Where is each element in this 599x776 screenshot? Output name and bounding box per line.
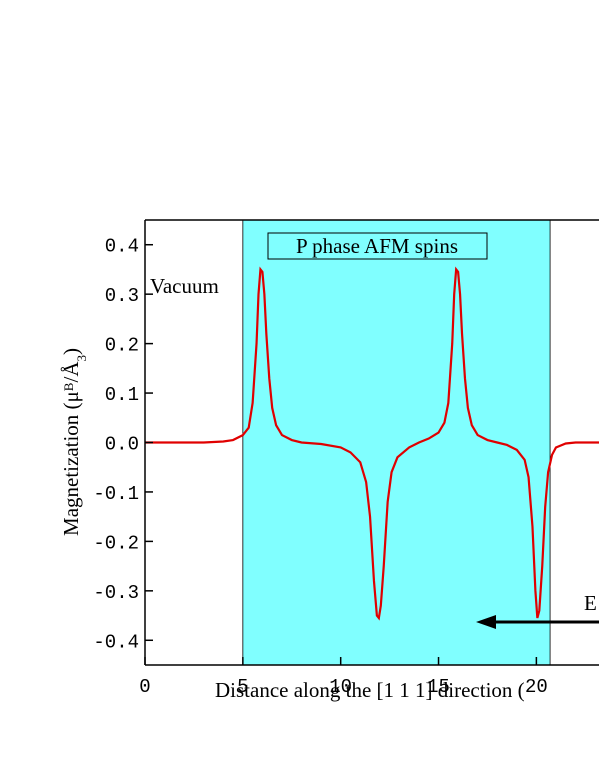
y-tick-label: -0.2 [93,532,139,554]
y-axis-label-part: B [61,382,76,391]
y-tick-label: 0.0 [105,434,139,456]
y-tick-label: 0.1 [105,384,139,406]
y-axis-label-part: Magnetization (μ [59,391,83,536]
x-tick-label: 5 [237,676,248,698]
y-tick-label: -0.1 [93,483,139,505]
y-axis-label: Magnetization (μB/Å3) [59,348,89,536]
y-tick-label: 0.2 [105,335,139,357]
arrow-head [476,615,496,629]
annotation: Vacuum [150,274,219,298]
y-tick-label: 0.3 [105,285,139,307]
y-axis-label-part: ) [59,348,83,355]
y-axis-label-part: /Å [59,361,83,383]
x-tick-label: 15 [427,676,450,698]
magnetization-line [145,266,599,621]
y-tick-label: -0.4 [93,631,139,653]
phase-region [242,219,551,666]
plot-area: 0 5 10 15 20 -0.4 -0.3 -0.2 -0.1 0.0 0.1 0.2 0.3 0.4 [93,219,599,698]
y-tick-label: 0.4 [105,236,139,258]
annotation-box [267,232,488,260]
y-tick-label: -0.3 [93,582,139,604]
y-axis-label-part: 3 [74,355,89,362]
x-tick-label: 0 [139,676,150,698]
x-tick-label: 10 [329,676,352,698]
x-tick-label: 20 [525,676,548,698]
annotation: P phase AFM spins [296,234,458,258]
x-axis-label: Distance along the [1 1 1] direction ( [215,678,525,702]
annotation: E [584,591,597,615]
